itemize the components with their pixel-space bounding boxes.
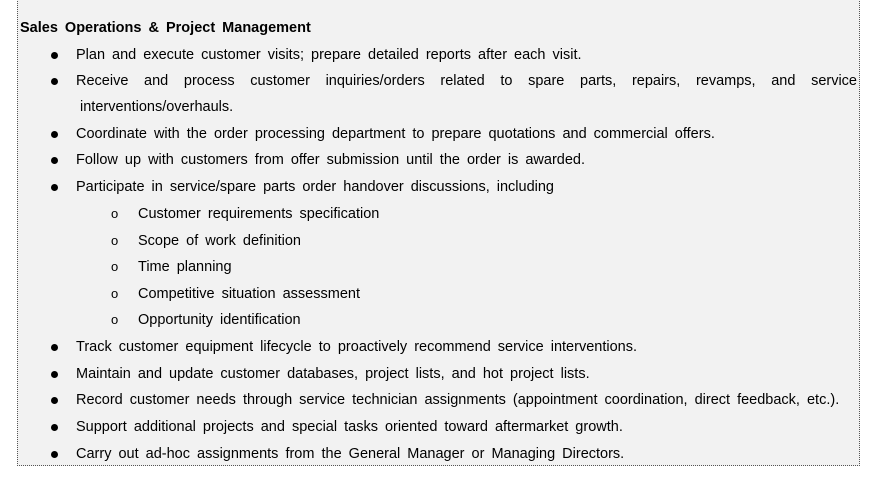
sub-list-item: Competitive situation assessment xyxy=(138,286,360,302)
list-item: Carry out ad-hoc assignments from the Ge… xyxy=(76,446,625,462)
list-item: Receive and process customer inquiries/o… xyxy=(76,73,857,89)
bullet-icon xyxy=(51,371,58,378)
bullet-icon xyxy=(51,184,58,191)
bullet-icon xyxy=(51,424,58,431)
sub-list-item: Time planning xyxy=(138,259,232,275)
bullet-icon xyxy=(51,397,58,404)
list-item: Track customer equipment lifecycle to pr… xyxy=(76,339,637,355)
list-item-continuation: interventions/overhauls. xyxy=(80,99,234,115)
sub-bullet-icon: o xyxy=(111,312,119,327)
section-heading: Sales Operations & Project Management xyxy=(20,20,311,36)
bullet-icon xyxy=(51,157,58,164)
section-box xyxy=(17,0,860,466)
sub-list-item: Scope of work definition xyxy=(138,233,301,249)
list-item: Participate in service/spare parts order… xyxy=(76,179,554,195)
bullet-icon xyxy=(51,344,58,351)
list-item: Record customer needs through service te… xyxy=(76,392,840,408)
bullet-icon xyxy=(51,131,58,138)
bullet-icon xyxy=(51,52,58,59)
list-item: Support additional projects and special … xyxy=(76,419,623,435)
sub-bullet-icon: o xyxy=(111,206,119,221)
sub-bullet-icon: o xyxy=(111,259,119,274)
bullet-icon xyxy=(51,451,58,458)
sub-bullet-icon: o xyxy=(111,286,119,301)
sub-list-item: Customer requirements specification xyxy=(138,206,380,222)
list-item: Follow up with customers from offer subm… xyxy=(76,152,586,168)
list-item: Plan and execute customer visits; prepar… xyxy=(76,47,582,63)
sub-list-item: Opportunity identification xyxy=(138,312,301,328)
list-item: Maintain and update customer databases, … xyxy=(76,366,590,382)
list-item: Coordinate with the order processing dep… xyxy=(76,126,715,142)
bullet-icon xyxy=(51,78,58,85)
sub-bullet-icon: o xyxy=(111,233,119,248)
